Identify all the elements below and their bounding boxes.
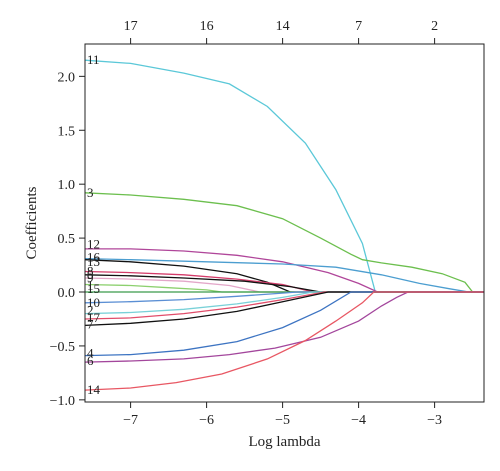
y-tick-label: 0.0 [58,286,76,301]
plot-frame [84,43,485,403]
curve-label-16: 16 [87,250,101,265]
curve-label-2: 2 [87,302,94,317]
y-axis-title: Coefficients [24,186,40,259]
curve-label-6: 6 [87,353,94,368]
curve-label-17: 17 [87,310,101,325]
y-tick-label: −0.5 [50,340,75,355]
coefficient-curve-16 [84,257,484,293]
coefficient-curve-11 [84,59,484,293]
coefficient-curve-6 [84,291,484,363]
coefficient-curve-12 [85,248,484,293]
coefficient-curve-10 [84,291,484,304]
top-tick-label: 14 [276,19,290,34]
y-tick-label: 1.5 [58,124,76,139]
curve-label-11: 11 [87,52,100,67]
coefficient-curve-17 [84,291,484,320]
coefficient-curve-4 [84,291,484,357]
x-tick-label: −7 [123,413,138,428]
x-axis-ticks: −7 −6 −5 −4 −3 [123,402,442,428]
y-tick-label: 1.0 [58,178,76,193]
top-tick-label: 17 [124,19,138,34]
curve-label-4: 4 [87,345,94,360]
coefficient-curves [84,59,484,391]
x-tick-label: −6 [199,413,214,428]
curve-label-7: 7 [87,316,94,331]
coefficient-curve-3 [84,192,484,293]
curve-label-12: 12 [87,237,100,252]
y-tick-label: 0.5 [58,232,76,247]
curve-label-3: 3 [87,185,94,200]
x-tick-label: −5 [275,413,290,428]
y-tick-label: −1.0 [50,394,75,409]
x-axis-title: Log lambda [248,434,320,450]
coefficient-curve-14 [84,291,484,391]
curve-label-9: 9 [87,270,94,285]
curve-label-1: 1 [87,278,94,293]
top-tick-label: 16 [200,19,214,34]
top-tick-label: 2 [431,19,438,34]
top-axis-ticks: 17 16 14 7 2 [124,19,438,44]
curve-label-13: 13 [87,254,100,269]
curve-label-15: 15 [87,281,100,296]
curve-label-10: 10 [87,295,100,310]
x-tick-label: −3 [427,413,442,428]
top-tick-label: 7 [355,19,362,34]
x-tick-label: −4 [351,413,366,428]
y-tick-label: 2.0 [58,70,76,85]
coefficient-curve-2 [84,291,484,315]
curve-label-8: 8 [87,264,94,279]
coefficient-curve-7 [84,291,484,327]
curve-label-5: 5 [87,267,94,282]
curve-label-14: 14 [87,382,101,397]
y-axis-ticks: −1.0 −0.5 0.0 0.5 1.0 1.5 2.0 [50,70,85,409]
